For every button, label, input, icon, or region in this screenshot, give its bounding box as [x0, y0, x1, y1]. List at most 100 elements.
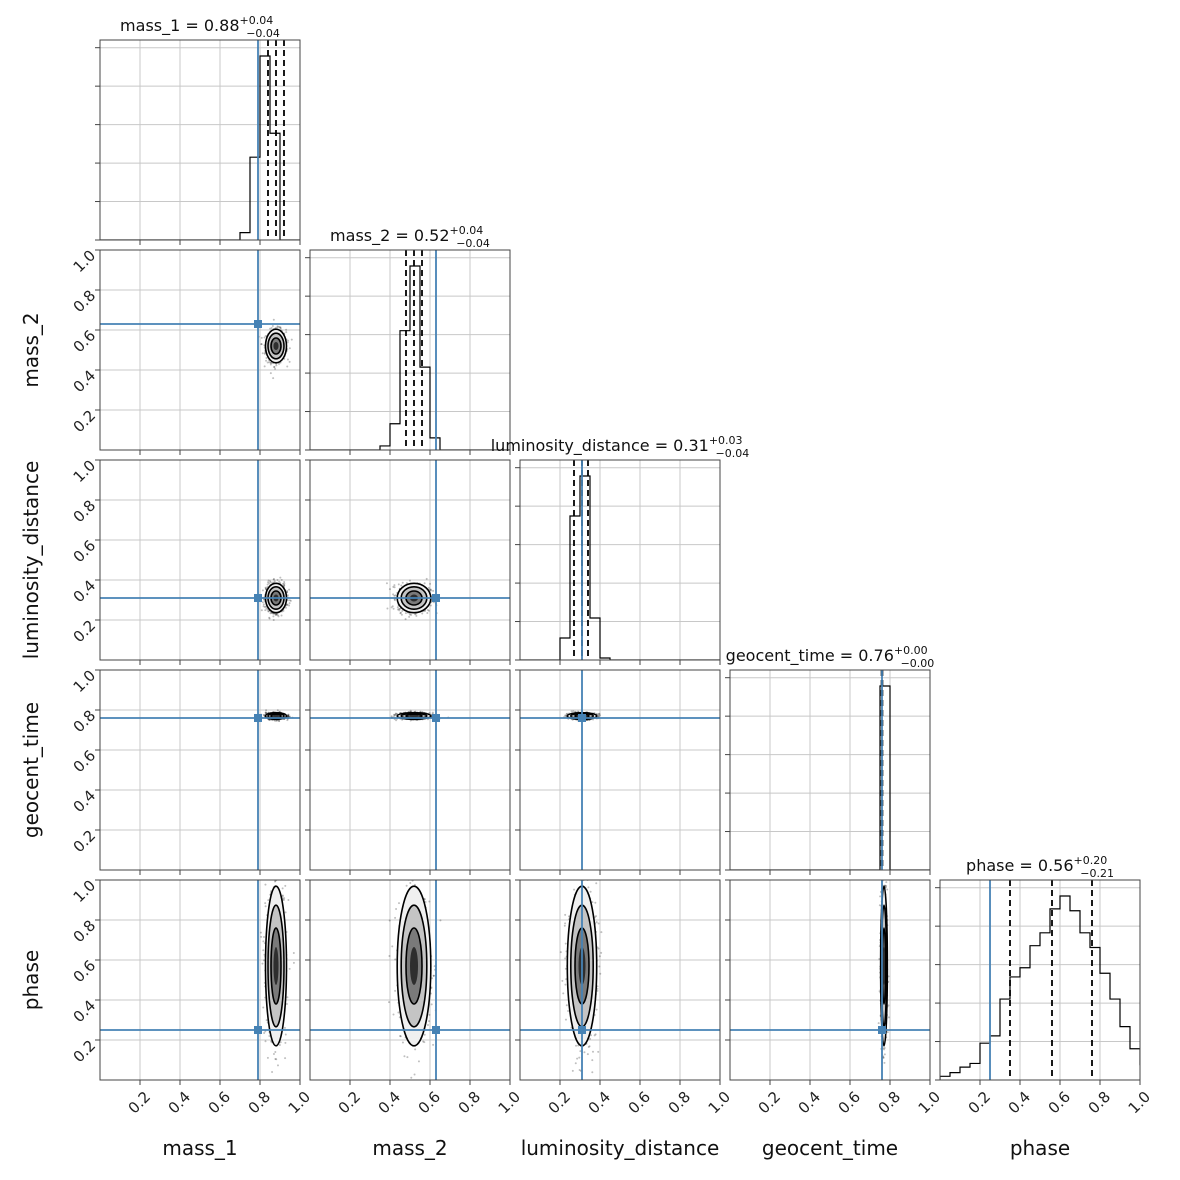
sample-point — [276, 614, 279, 617]
sample-point — [266, 608, 269, 611]
y-tick-label: 0.2 — [70, 616, 100, 646]
sample-point — [267, 579, 270, 582]
sample-point — [268, 1034, 271, 1037]
y-tick-label: 1.0 — [70, 246, 100, 276]
sample-point — [276, 709, 279, 712]
panel-frame — [729, 669, 931, 871]
sample-point — [385, 582, 388, 585]
sample-point — [272, 874, 274, 876]
sample-point — [272, 578, 275, 581]
sample-point — [400, 584, 403, 587]
sample-point — [393, 586, 396, 589]
sample-point — [269, 580, 272, 583]
panel-mass_1-mass_1 — [95, 39, 301, 245]
y-tick-label: 0.6 — [70, 536, 100, 566]
sample-point — [286, 719, 289, 722]
sample-point — [275, 1058, 278, 1061]
sample-point — [265, 607, 268, 610]
sample-point — [283, 1026, 286, 1029]
sample-point — [408, 615, 411, 618]
sample-point — [394, 594, 397, 597]
y-tick-label: 1.0 — [70, 456, 100, 486]
sample-point — [278, 362, 281, 365]
sample-point — [265, 356, 268, 359]
sample-point — [263, 959, 266, 962]
sample-point — [273, 366, 276, 369]
sample-point — [394, 713, 397, 716]
sample-point — [288, 967, 291, 970]
sample-point — [283, 580, 286, 583]
sample-point — [268, 361, 271, 364]
sample-point — [427, 609, 430, 612]
panel-frame — [519, 459, 721, 661]
sample-point — [597, 714, 600, 717]
sample-point — [272, 1052, 275, 1055]
sample-point — [264, 905, 267, 908]
sample-point — [272, 318, 275, 321]
sample-point — [428, 588, 431, 591]
sample-point — [409, 709, 412, 712]
sample-point — [263, 713, 266, 716]
sample-point — [426, 608, 429, 611]
sample-point — [267, 899, 270, 902]
histogram-geocent_time — [730, 685, 930, 870]
sample-point — [280, 578, 283, 581]
sample-point — [408, 579, 411, 582]
sample-point — [269, 361, 272, 364]
panel-frame — [99, 39, 301, 241]
sample-point — [273, 1091, 275, 1093]
sample-point — [599, 714, 602, 717]
sample-point — [267, 610, 270, 613]
sample-point — [261, 601, 264, 604]
sample-point — [266, 583, 269, 586]
sample-point — [265, 1019, 268, 1022]
sample-point — [285, 604, 288, 607]
sample-point — [264, 711, 267, 714]
sample-point — [289, 599, 292, 602]
panel-mass_1-geocent_time: 0.20.40.60.81.0 — [70, 666, 301, 875]
sample-point — [431, 711, 434, 714]
sample-point — [262, 603, 265, 606]
sample-point — [432, 589, 435, 592]
sample-point — [386, 607, 389, 610]
sample-point — [263, 714, 266, 717]
sample-point — [275, 719, 278, 722]
sample-point — [262, 935, 265, 938]
sample-point — [275, 364, 278, 367]
sample-point — [390, 715, 393, 718]
sample-point — [276, 325, 279, 328]
sample-point — [269, 363, 272, 366]
sample-point — [275, 1094, 277, 1096]
panel-mass_1-phase: 0.2 0.4 0.6 0.8 1.00.20.40.60.81.0 — [70, 865, 315, 1117]
panel-luminosity_distance-luminosity_distance — [515, 459, 721, 665]
sample-point — [287, 713, 290, 716]
sample-point — [266, 1056, 269, 1059]
sample-point — [401, 609, 404, 612]
sample-point — [391, 605, 394, 608]
sample-point — [274, 865, 276, 867]
sample-point — [287, 715, 290, 718]
histogram-mass_1 — [100, 55, 300, 240]
sample-point — [265, 711, 268, 714]
sample-point — [264, 586, 267, 589]
sample-point — [263, 365, 266, 368]
sample-point — [285, 1002, 288, 1005]
sample-point — [270, 361, 273, 364]
panel-frame — [99, 669, 301, 871]
sample-point — [280, 614, 283, 617]
sample-point — [264, 587, 267, 590]
sample-point — [399, 612, 402, 615]
panel-frame — [309, 249, 511, 451]
truth-marker — [432, 714, 440, 722]
sample-point — [400, 613, 403, 616]
sample-point — [394, 712, 397, 715]
sample-point — [598, 712, 601, 715]
sample-point — [279, 327, 282, 330]
sample-point — [276, 326, 279, 329]
sample-point — [286, 714, 289, 717]
sample-point — [283, 584, 286, 587]
sample-point — [399, 607, 402, 610]
sample-point — [286, 341, 289, 344]
sample-point — [285, 331, 288, 334]
sample-point — [261, 589, 264, 592]
